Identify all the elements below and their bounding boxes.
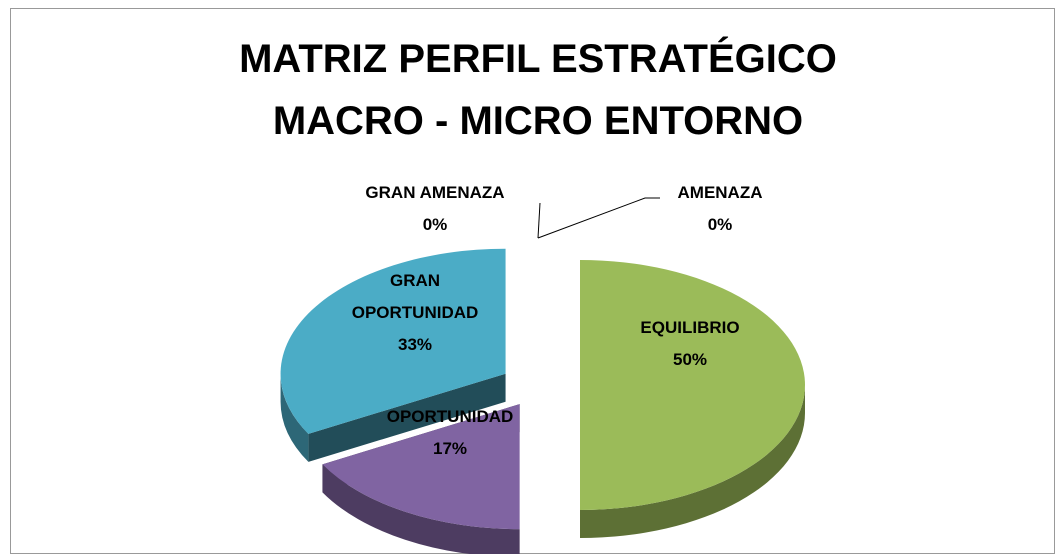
- data-label: GRAN AMENAZA 0%: [335, 177, 535, 241]
- category-label: EQUILIBRIO: [640, 318, 740, 337]
- pie-slice: [280, 248, 506, 434]
- category-label: OPORTUNIDAD: [386, 407, 514, 426]
- category-label: GRAN OPORTUNIDAD: [351, 271, 479, 322]
- value-label: 0%: [707, 215, 733, 234]
- leader-line: [537, 197, 660, 239]
- category-label: AMENAZA: [677, 183, 763, 202]
- leader-line: [537, 202, 541, 239]
- value-label: 0%: [422, 215, 448, 234]
- pie-slice-side: [280, 373, 309, 462]
- chart-title: MATRIZ PERFIL ESTRATÉGICO MACRO - MICRO …: [239, 37, 837, 143]
- chart-frame: [10, 8, 1055, 554]
- data-label: AMENAZA 0%: [640, 177, 800, 241]
- pie-slice: [580, 260, 805, 510]
- data-label: OPORTUNIDAD 17%: [365, 401, 535, 465]
- pie-slice-side: [322, 464, 520, 554]
- data-label: EQUILIBRIO 50%: [610, 312, 770, 376]
- data-label: GRAN OPORTUNIDAD 33%: [345, 265, 485, 361]
- pie-slice-side: [580, 385, 805, 538]
- pie-slice-wall: [308, 373, 506, 462]
- category-label: GRAN AMENAZA: [365, 183, 505, 202]
- value-label: 33%: [397, 335, 433, 354]
- value-label: 17%: [432, 439, 468, 458]
- pie-slice: [322, 404, 520, 530]
- value-label: 50%: [672, 350, 708, 369]
